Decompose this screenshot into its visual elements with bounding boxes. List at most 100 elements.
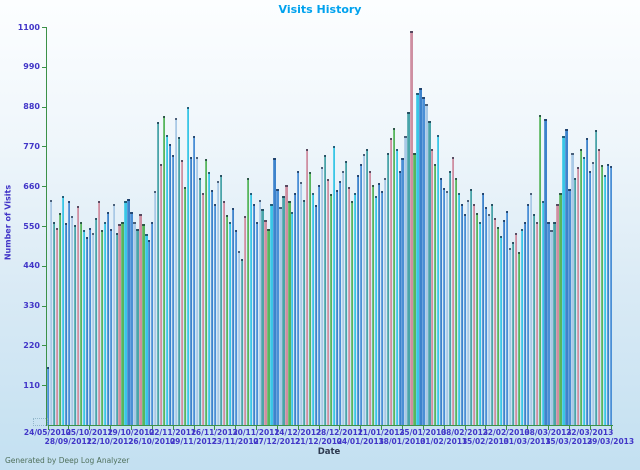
y-tick (42, 305, 46, 307)
bar (464, 214, 467, 425)
bar (347, 186, 351, 425)
bar (559, 192, 562, 425)
x-tick (464, 426, 466, 430)
bar (529, 192, 532, 425)
bar (273, 157, 276, 425)
y-tick-label: 550 (23, 221, 40, 231)
bar (484, 207, 488, 425)
bar (452, 157, 455, 425)
x-tick-label: 28/12/2012 (315, 428, 364, 437)
bar (127, 199, 130, 425)
y-tick-label: 440 (23, 261, 40, 271)
y-tick-label: 330 (23, 301, 40, 311)
bar (571, 152, 574, 425)
bar (410, 30, 413, 425)
bar (532, 214, 535, 425)
bar (121, 221, 124, 425)
bar (449, 171, 452, 425)
bar (350, 200, 354, 425)
bar (276, 189, 279, 425)
bar (544, 118, 547, 425)
bar (422, 97, 425, 425)
x-tick (47, 426, 49, 430)
bar (389, 138, 392, 425)
bar (502, 220, 505, 425)
bar (470, 189, 473, 425)
x-tick-label: 11/01/2013 (357, 428, 405, 437)
x-tick (318, 426, 320, 430)
x-tick-label: 16/11/2012 (190, 428, 238, 437)
y-tick-label: 660 (23, 181, 40, 191)
y-tick (42, 265, 46, 267)
bar (172, 155, 175, 425)
bar (490, 203, 494, 425)
x-tick-label: 22/02/2013 (482, 428, 530, 437)
bar (228, 222, 231, 425)
bar (109, 228, 112, 425)
y-tick (42, 385, 46, 387)
bar (446, 190, 449, 425)
bar (398, 171, 401, 425)
bar (157, 121, 160, 425)
x-tick-label: 15/02/2013 (461, 437, 510, 446)
bar (434, 163, 437, 425)
bar (249, 192, 252, 425)
bar (574, 178, 577, 425)
bar (413, 152, 416, 425)
bar (97, 201, 100, 425)
bar (279, 207, 282, 425)
y-tick-label: 770 (23, 141, 40, 151)
bar (580, 149, 583, 425)
bar (487, 214, 491, 425)
y-tick (42, 66, 46, 68)
bar (431, 149, 434, 425)
bar (240, 259, 243, 425)
bar (467, 199, 470, 425)
bar (428, 121, 431, 425)
x-tick-label: 14/12/2012 (274, 428, 322, 437)
bar (306, 149, 309, 425)
bar (356, 175, 360, 425)
bar (592, 162, 595, 425)
x-tick-label: 25/01/2013 (399, 428, 447, 437)
x-tick-label: 04/01/2013 (336, 437, 384, 446)
x-tick (506, 426, 508, 430)
bar (461, 203, 464, 425)
bar (178, 137, 181, 425)
y-tick (42, 146, 46, 148)
x-tick (610, 426, 612, 430)
bar (416, 92, 419, 425)
x-tick-label: 19/10/2012 (107, 428, 155, 437)
bar (201, 193, 205, 425)
bar (359, 163, 362, 425)
bar (291, 212, 294, 425)
bar (404, 136, 407, 425)
y-tick-label: 110 (23, 380, 40, 390)
bar (341, 171, 345, 425)
bar (258, 199, 261, 425)
bar (184, 186, 187, 425)
bar (303, 199, 306, 425)
x-tick-label: 08/03/2013 (524, 428, 572, 437)
x-tick (297, 426, 299, 430)
bar (475, 212, 479, 425)
bar (330, 194, 333, 425)
bar (49, 199, 53, 425)
bar (151, 221, 154, 425)
x-tick (193, 426, 195, 430)
bar (294, 192, 297, 425)
x-tick (68, 426, 70, 430)
x-tick (568, 426, 570, 430)
bar (327, 178, 330, 425)
bar (368, 171, 371, 425)
bar (598, 149, 601, 425)
bar (362, 154, 365, 425)
bar (94, 218, 97, 425)
bar (231, 207, 234, 425)
x-tick-label: 24/05/2012 (23, 428, 72, 437)
bar (198, 178, 202, 425)
bar (118, 223, 121, 425)
bar (562, 136, 565, 425)
bar (76, 206, 79, 425)
